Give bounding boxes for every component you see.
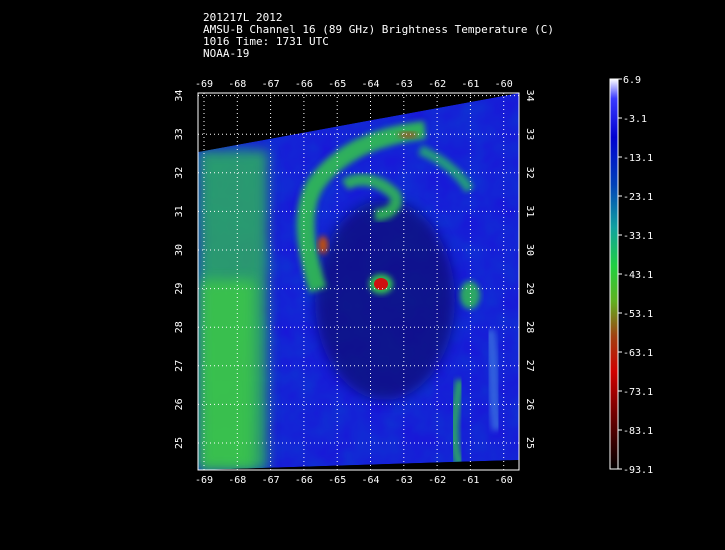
lat-label-left: 25 [174,437,185,449]
lon-label-top: -66 [295,79,313,90]
lat-label-left: 29 [174,283,185,295]
colorbar-label: -73.1 [623,387,653,398]
title-satellite: NOAA-19 [203,47,250,60]
colorbar-label: -53.1 [623,309,653,320]
lon-label-top: -64 [361,79,379,90]
lat-lon-grid [198,93,519,470]
lat-label-right: 25 [524,437,535,449]
lat-label-left: 34 [174,90,185,102]
lat-label-right: 28 [524,321,535,333]
colorbar-label: -93.1 [623,465,653,476]
lon-label-top: -60 [495,79,513,90]
brightness-swath [198,93,519,470]
lon-label-top: -63 [395,79,413,90]
colorbar-label: -13.1 [623,153,653,164]
lon-label-top: -67 [262,79,280,90]
colorbar [609,78,619,470]
lon-label-top: -61 [461,79,479,90]
lon-label-bottom: -67 [262,475,280,486]
lon-label-top: -68 [228,79,246,90]
lon-label-bottom: -60 [495,475,513,486]
no-data-region-bottom [198,460,519,470]
lat-label-right: 34 [524,90,535,102]
colorbar-labels: 6.9 -3.1 -13.1 -23.1 -33.1 -43.1 -53.1 -63.1 -73… [618,75,653,476]
lon-label-bottom: -61 [461,475,479,486]
colorbar-label: -43.1 [623,270,653,281]
lon-label-bottom: -68 [228,475,246,486]
lat-label-right: 26 [524,398,535,410]
lat-label-left: 33 [174,128,185,140]
lon-label-bottom: -62 [428,475,446,486]
lat-label-right: 27 [524,360,535,372]
lat-label-left: 27 [174,360,185,372]
map-frame [197,92,520,471]
title-time: 1016 Time: 1731 UTC [203,35,329,48]
colorbar-label: -3.1 [623,114,647,125]
lon-label-bottom: -63 [395,475,413,486]
lat-label-left: 30 [174,244,185,256]
lat-label-left: 31 [174,205,185,217]
lat-label-right: 29 [524,283,535,295]
lat-label-right: 33 [524,128,535,140]
lon-label-bottom: -66 [295,475,313,486]
axis-tick-labels: -69 -69 -68 -68 -67 -67 -66 -66 -65 -65 -64 -64 -63 -… [174,79,535,486]
colorbar-label: -33.1 [623,231,653,242]
colorbar-label: -23.1 [623,192,653,203]
colorbar-label: -63.1 [623,348,653,359]
lon-label-bottom: -65 [328,475,346,486]
lat-label-right: 30 [524,244,535,256]
lat-label-right: 31 [524,205,535,217]
lat-label-left: 32 [174,167,185,179]
colorbar-label: 6.9 [623,75,641,86]
lon-label-top: -65 [328,79,346,90]
lat-label-right: 32 [524,167,535,179]
no-data-region [198,93,519,152]
colorbar-label: -83.1 [623,426,653,437]
lon-label-top: -69 [195,79,213,90]
lon-label-bottom: -64 [361,475,379,486]
lat-label-left: 26 [174,398,185,410]
lon-label-top: -62 [428,79,446,90]
title-storm-id: 201217L 2012 [203,11,283,24]
lon-label-bottom: -69 [195,475,213,486]
title-sensor: AMSU-B Channel 16 (89 GHz) Brightness Te… [203,23,554,36]
lat-label-left: 28 [174,321,185,333]
